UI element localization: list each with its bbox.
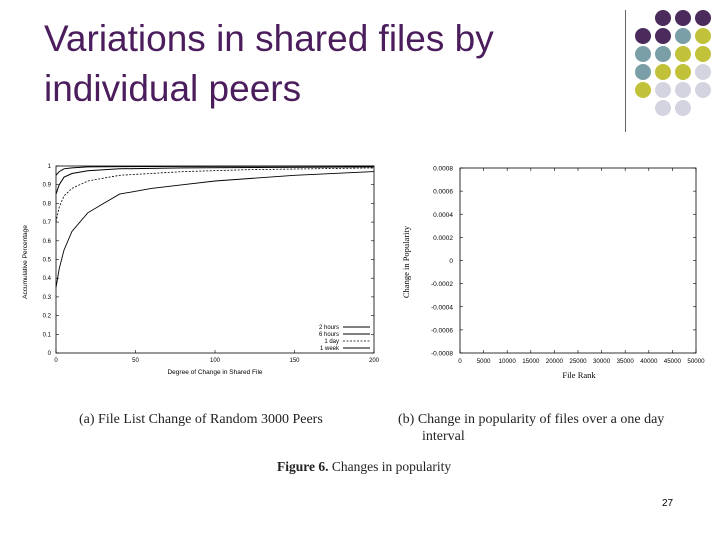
chart-b-y-tick-label: -0.0002 <box>431 281 453 288</box>
decorative-divider <box>625 10 626 132</box>
chart-a-y-tick-label: 0.9 <box>43 183 52 189</box>
chart-b-x-tick-label: 5000 <box>477 358 491 365</box>
decorative-dot <box>635 82 651 98</box>
chart-b-y-tick-label: -0.0006 <box>431 327 453 334</box>
decorative-dot <box>695 10 711 26</box>
chart-a-legend-label: 1 week <box>320 346 340 352</box>
chart-b-x-tick-label: 0 <box>458 358 462 365</box>
decorative-dot <box>635 28 651 44</box>
chart-a-series-line <box>55 165 375 176</box>
caption-b-line-1: (b) Change in popularity of files over a… <box>398 412 665 427</box>
chart-b-x-tick-label: 50000 <box>687 358 705 365</box>
chart-a-x-label: Degree of Change in Shared File <box>167 369 262 376</box>
decorative-dot <box>655 28 671 44</box>
chart-a-series-line <box>55 167 375 223</box>
chart-a-legend-label: 2 hours <box>319 325 339 331</box>
slide-title-line-1: Variations in shared files by <box>44 18 494 59</box>
decorative-dot <box>655 100 671 116</box>
chart-file-list-change: 0 0.1 0.2 0.3 0.4 0.5 0.6 0.7 0.8 0.9 1 0 50 100 150 20… <box>22 164 380 376</box>
decorative-dot <box>695 46 711 62</box>
chart-b-x-tick-label: 45000 <box>664 358 682 365</box>
decorative-dot <box>675 64 691 80</box>
chart-a-y-label: Accumulative Percentage <box>22 225 29 299</box>
chart-b-x-tick-label: 20000 <box>546 358 564 365</box>
chart-a-y-tick-label: 0.1 <box>43 332 52 338</box>
chart-a-y-tick-label: 0.6 <box>43 239 52 245</box>
figure-label: Figure 6. <box>277 459 329 474</box>
decorative-dot <box>695 64 711 80</box>
caption-a: (a) File List Change of Random 3000 Peer… <box>79 412 323 427</box>
chart-b-x-tick-label: 10000 <box>499 358 517 365</box>
chart-a-y-tick-label: 0.2 <box>43 314 52 320</box>
decorative-dot <box>635 46 651 62</box>
decorative-dot <box>655 46 671 62</box>
slide-title-line-2: individual peers <box>44 68 302 109</box>
chart-a-y-tick-label: 0.5 <box>43 258 52 264</box>
page-number: 27 <box>662 498 674 509</box>
chart-a-x-tick-label: 100 <box>210 358 221 364</box>
decorative-dot <box>655 82 671 98</box>
chart-a-y-tick-label: 0 <box>48 351 52 357</box>
chart-a-series-line <box>55 171 375 288</box>
caption-b: (b) Change in popularity of files over a… <box>398 411 698 445</box>
chart-popularity-change: 0.0008 0.0006 0.0004 0.0002 0 -0.0002 -0.0004 -… <box>401 166 705 381</box>
chart-b-x-tick-label: 25000 <box>569 358 587 365</box>
chart-b-y-label: Change in Popularity <box>401 225 411 298</box>
decorative-dot <box>635 64 651 80</box>
chart-a-series-line <box>55 166 375 195</box>
chart-b-x-tick-label: 35000 <box>617 358 635 365</box>
decorative-dot <box>675 10 691 26</box>
slide-title: Variations in shared files by individual… <box>44 14 604 114</box>
figure-text: Changes in popularity <box>331 459 452 474</box>
decorative-dot-grid <box>635 10 711 116</box>
chart-b-y-tick-label: 0.0002 <box>433 235 453 242</box>
decorative-dot <box>695 28 711 44</box>
chart-b-x-tick-label: 40000 <box>640 358 658 365</box>
decorative-dot <box>675 28 691 44</box>
chart-b-y-tick-label: 0.0008 <box>433 166 453 173</box>
chart-b-x-tick-label: 30000 <box>593 358 611 365</box>
chart-b-plot-frame <box>459 167 697 354</box>
chart-b-y-tick-label: 0.0006 <box>433 189 453 196</box>
chart-a-x-tick-label: 200 <box>369 358 380 364</box>
chart-a-y-tick-label: 0.3 <box>43 295 52 301</box>
decorative-dot <box>675 100 691 116</box>
chart-b-x-tick-label: 15000 <box>522 358 540 365</box>
chart-b-y-tick-label: -0.0004 <box>431 304 453 311</box>
chart-a-x-tick-label: 50 <box>132 358 139 364</box>
chart-a-x-tick-label: 150 <box>289 358 300 364</box>
chart-a-y-tick-label: 0.4 <box>43 276 52 282</box>
chart-b-y-tick-label: -0.0008 <box>431 351 453 358</box>
chart-a-y-tick-label: 0.7 <box>43 220 52 226</box>
chart-b-x-label: File Rank <box>562 370 596 380</box>
decorative-dot <box>655 10 671 26</box>
chart-a-legend-label: 1 day <box>324 339 339 345</box>
decorative-dot <box>675 46 691 62</box>
figure-caption: Figure 6. Changes in popularity <box>277 458 451 475</box>
chart-b-y-tick-label: 0 <box>449 258 453 265</box>
chart-a-y-tick-label: 0.8 <box>43 201 52 207</box>
decorative-dot <box>675 82 691 98</box>
chart-a-x-tick-label: 0 <box>54 358 58 364</box>
caption-b-line-2: interval <box>422 429 465 444</box>
decorative-dot <box>695 82 711 98</box>
decorative-dot <box>655 64 671 80</box>
chart-b-y-tick-label: 0.0004 <box>433 212 453 219</box>
chart-a-y-tick-label: 1 <box>48 164 52 170</box>
chart-a-legend-label: 6 hours <box>319 332 339 338</box>
